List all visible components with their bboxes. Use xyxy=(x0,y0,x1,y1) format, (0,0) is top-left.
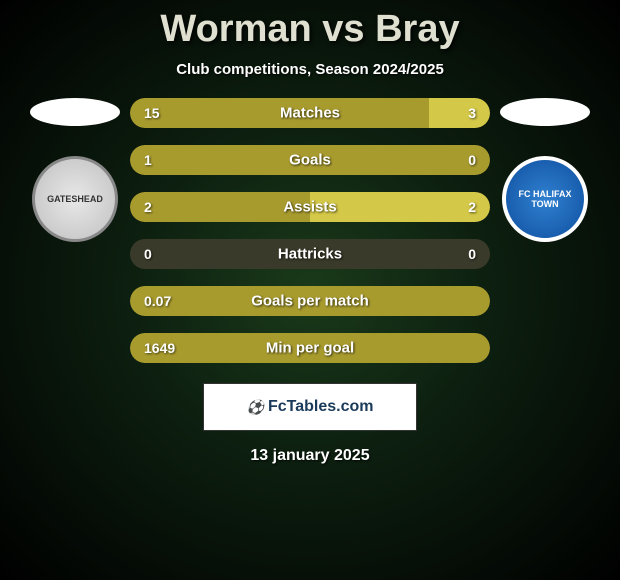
right-team-column: FC HALIFAX TOWN xyxy=(490,98,600,242)
stat-right-value: 0 xyxy=(468,152,476,168)
stat-left-value: 0 xyxy=(144,246,152,262)
stat-label: Hattricks xyxy=(278,246,342,263)
stats-bars-column: 15 3 Matches 1 0 Goals 2 2 Assists 0 0 Hattricks 0.0… xyxy=(130,98,490,363)
stat-label: Min per goal xyxy=(266,340,354,357)
right-oval-decoration xyxy=(500,98,590,126)
stat-right-value: 0 xyxy=(468,246,476,262)
stat-label: Matches xyxy=(280,105,340,122)
footer-attribution: ⚽ FcTables.com xyxy=(203,383,417,431)
stat-row: 2 2 Assists xyxy=(130,192,490,222)
stat-left-value: 1649 xyxy=(144,340,175,356)
stat-label: Assists xyxy=(283,199,336,216)
stat-bar-right-segment xyxy=(310,192,490,222)
comparison-title: Worman vs Bray xyxy=(0,0,620,51)
stat-label: Goals xyxy=(289,152,331,169)
stat-left-value: 2 xyxy=(144,199,152,215)
stat-left-value: 0.07 xyxy=(144,293,171,309)
stat-row: 0.07 Goals per match xyxy=(130,286,490,316)
stat-right-value: 3 xyxy=(468,105,476,121)
comparison-subtitle: Club competitions, Season 2024/2025 xyxy=(0,61,620,78)
stat-left-value: 1 xyxy=(144,152,152,168)
stat-row: 1649 Min per goal xyxy=(130,333,490,363)
footer-site-name: FcTables.com xyxy=(268,398,374,416)
left-team-column: GATESHEAD xyxy=(20,98,130,242)
stat-row: 15 3 Matches xyxy=(130,98,490,128)
comparison-date: 13 january 2025 xyxy=(0,447,620,465)
left-team-badge: GATESHEAD xyxy=(32,156,118,242)
stat-left-value: 15 xyxy=(144,105,160,121)
left-oval-decoration xyxy=(30,98,120,126)
stat-right-value: 2 xyxy=(468,199,476,215)
right-team-badge: FC HALIFAX TOWN xyxy=(502,156,588,242)
footer-logo-icon: ⚽ xyxy=(247,399,264,416)
stat-row: 0 0 Hattricks xyxy=(130,239,490,269)
comparison-container: GATESHEAD 15 3 Matches 1 0 Goals 2 2 Assists 0 0 Ha… xyxy=(0,98,620,363)
stat-bar-right-segment xyxy=(429,98,490,128)
stat-row: 1 0 Goals xyxy=(130,145,490,175)
stat-label: Goals per match xyxy=(251,293,369,310)
